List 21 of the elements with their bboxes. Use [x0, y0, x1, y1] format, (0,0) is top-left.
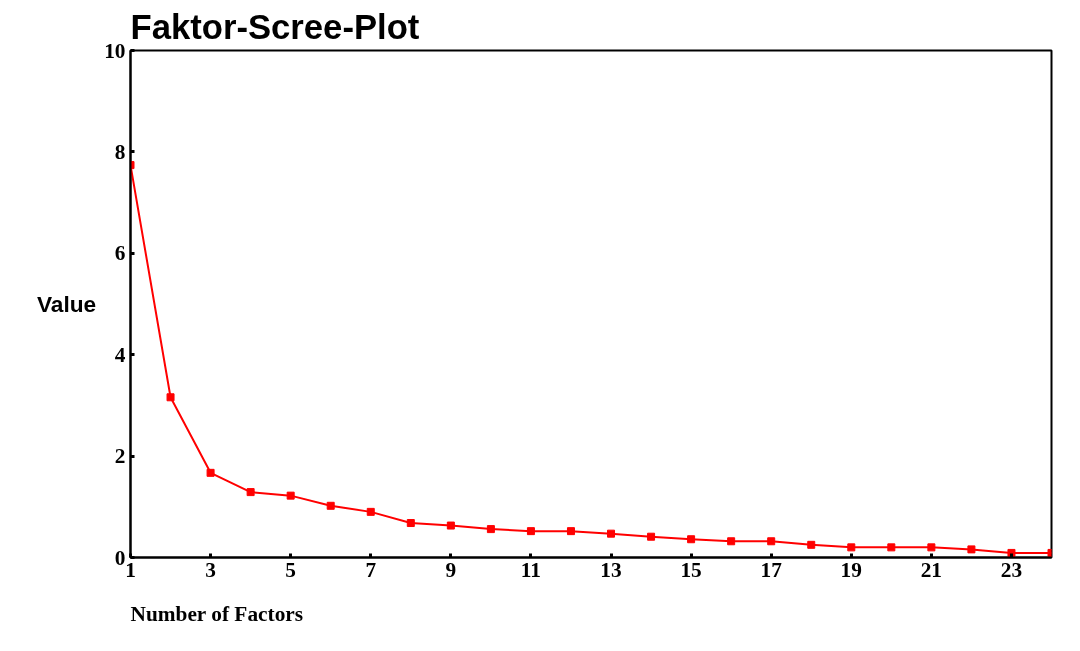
x-tick-label: 21 [920, 557, 943, 582]
x-tick-label: 9 [445, 557, 457, 582]
y-tick-label: 6 [114, 241, 126, 266]
x-tick-label: 3 [205, 557, 216, 582]
x-tick-label: 1 [125, 557, 136, 582]
y-tick-label: 0 [114, 545, 126, 570]
x-tick-label: 13 [600, 557, 622, 582]
x-tick-label: 17 [760, 557, 783, 582]
x-tick-label: 15 [680, 557, 702, 582]
y-tick-label: 4 [114, 342, 126, 367]
x-tick-label: 7 [365, 557, 377, 582]
x-tick-label: 23 [1000, 557, 1023, 582]
x-axis-title: Number of Factors [130, 601, 304, 626]
x-tick-label: 5 [285, 557, 297, 582]
y-axis-title: Value [36, 291, 97, 317]
chart-title: Faktor-Scree-Plot [130, 7, 420, 46]
y-tick-label: 8 [114, 139, 126, 164]
y-tick-label: 2 [114, 444, 126, 469]
y-tick-label: 10 [104, 38, 126, 63]
x-tick-label: 11 [520, 557, 542, 582]
x-tick-label: 19 [840, 557, 862, 582]
